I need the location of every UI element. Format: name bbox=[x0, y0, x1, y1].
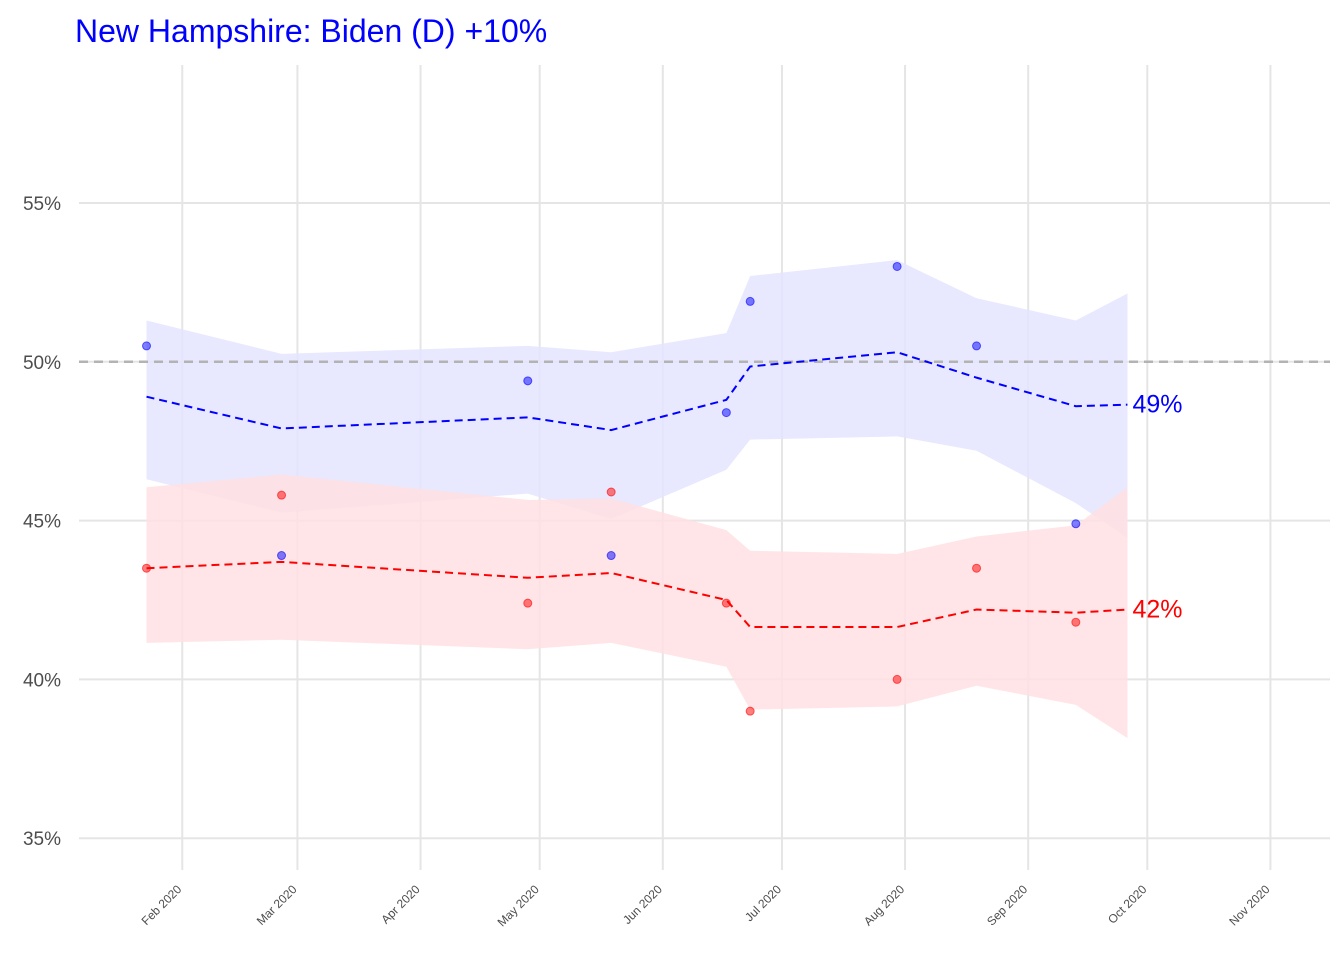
y-tick-label: 35% bbox=[23, 829, 61, 850]
poll-point bbox=[721, 598, 731, 608]
y-tick-label: 50% bbox=[23, 353, 61, 374]
poll-points bbox=[142, 261, 1081, 716]
poll-point bbox=[745, 296, 755, 306]
trend-line-0 bbox=[146, 351, 1128, 432]
poll-point bbox=[892, 261, 902, 271]
end-label-1: 42% bbox=[1132, 596, 1182, 624]
y-tick-label: 40% bbox=[23, 670, 61, 691]
poll-point bbox=[523, 598, 533, 608]
confidence-band-1 bbox=[146, 474, 1128, 739]
poll-point bbox=[142, 563, 152, 573]
poll-point bbox=[277, 551, 287, 561]
poll-point bbox=[721, 408, 731, 418]
y-tick-label: 55% bbox=[23, 194, 61, 215]
end-label-0: 49% bbox=[1132, 391, 1182, 419]
poll-point bbox=[972, 341, 982, 351]
poll-point bbox=[142, 341, 152, 351]
poll-point bbox=[606, 551, 616, 561]
confidence-band-0 bbox=[146, 260, 1128, 539]
poll-point bbox=[1071, 519, 1081, 529]
end-labels: 49% 42% bbox=[1132, 391, 1182, 624]
poll-point bbox=[523, 376, 533, 386]
poll-point bbox=[972, 563, 982, 573]
chart-title: New Hampshire: Biden (D) +10% bbox=[75, 13, 547, 49]
trend-lines bbox=[146, 351, 1128, 628]
poll-point bbox=[277, 490, 287, 500]
poll-point bbox=[892, 674, 902, 684]
poll-point bbox=[1071, 617, 1081, 627]
confidence-bands bbox=[146, 260, 1128, 739]
trend-line-1 bbox=[146, 560, 1128, 628]
poll-point bbox=[745, 706, 755, 716]
poll-point bbox=[606, 487, 616, 497]
y-tick-label: 45% bbox=[23, 512, 61, 533]
